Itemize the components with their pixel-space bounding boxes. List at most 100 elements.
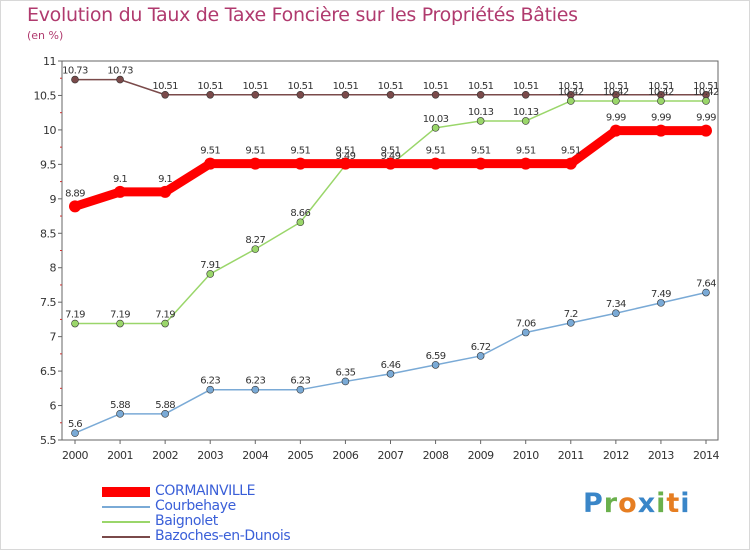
legend-item-bazoches[interactable]: Bazoches-en-Dunois <box>102 529 362 544</box>
legend-swatch-cormainville <box>102 486 150 497</box>
legend-item-cormainville[interactable]: CORMAINVILLE <box>102 484 362 499</box>
data-point-courbehaye <box>657 299 665 307</box>
data-label-baignolet: 7.19 <box>110 310 130 321</box>
x-tick-label: 2000 <box>62 449 88 462</box>
data-point-baignolet <box>431 124 440 132</box>
data-label-courbehaye: 7.2 <box>564 309 578 320</box>
x-tick-label: 2012 <box>603 449 629 462</box>
data-label-cormainville: 9.51 <box>200 146 220 157</box>
legend-item-baignolet[interactable]: Baignolet <box>102 514 362 529</box>
legend-label-cormainville: CORMAINVILLE <box>155 483 256 499</box>
data-point-courbehaye <box>71 429 79 437</box>
x-tick-label: 2009 <box>468 449 494 462</box>
data-labels: 10.73 10.73 10.51 10.51 10.51 10.51 10.51 10.51… <box>62 66 719 431</box>
data-point-courbehaye <box>341 377 350 386</box>
data-label-bazoches: 10.73 <box>62 66 88 77</box>
data-label-baignolet: 7.91 <box>200 260 220 271</box>
data-label-baignolet: 10.42 <box>648 87 674 98</box>
data-point-bazoches <box>341 90 350 99</box>
data-label-courbehaye: 7.06 <box>516 319 536 330</box>
legend-item-courbehaye[interactable]: Courbehaye <box>102 499 362 514</box>
data-label-bazoches: 10.51 <box>378 81 404 92</box>
logo-letter: r <box>603 488 619 519</box>
data-point-bazoches <box>251 90 260 99</box>
x-tick-label: 2008 <box>423 449 449 462</box>
data-point-cormainville <box>519 157 532 170</box>
data-point-bazoches <box>206 90 215 99</box>
proxiti-logo: Proxiti <box>583 488 691 519</box>
data-point-courbehaye <box>566 319 575 327</box>
logo-letter: o <box>618 488 638 519</box>
data-point-cormainville <box>654 124 667 137</box>
data-label-baignolet: 8.66 <box>290 208 310 219</box>
data-point-courbehaye <box>702 288 710 297</box>
data-point-courbehaye <box>431 361 440 369</box>
data-point-cormainville <box>700 124 712 137</box>
data-label-cormainville: 9.51 <box>561 146 581 157</box>
data-point-courbehaye <box>386 370 395 378</box>
data-label-cormainville: 9.1 <box>113 174 127 185</box>
legend-swatch-courbehaye <box>102 505 150 508</box>
data-label-bazoches: 10.51 <box>513 81 539 92</box>
data-label-bazoches: 10.51 <box>468 81 494 92</box>
data-label-cormainville: 9.51 <box>245 146 265 157</box>
y-tick-label: 5.5 <box>40 434 56 447</box>
data-label-bazoches: 10.51 <box>288 81 314 92</box>
data-label-bazoches: 10.51 <box>558 81 584 92</box>
x-tick-label: 2003 <box>197 449 223 462</box>
chart-unit-label: (en %) <box>27 29 64 42</box>
x-tick-label: 2005 <box>287 449 313 462</box>
data-label-baignolet: 9.49 <box>335 151 355 162</box>
y-tick-label: 8 <box>50 262 57 275</box>
data-label-baignolet: 7.19 <box>65 310 85 321</box>
data-label-cormainville: 9.51 <box>290 146 310 157</box>
data-point-cormainville <box>249 157 262 170</box>
data-label-cormainville: 9.1 <box>158 174 172 185</box>
data-point-courbehaye <box>116 410 124 418</box>
data-label-bazoches: 10.51 <box>242 81 268 92</box>
data-label-baignolet: 10.03 <box>423 114 449 125</box>
data-label-bazoches: 10.51 <box>693 81 719 92</box>
data-point-bazoches <box>116 75 124 84</box>
data-label-baignolet: 7.19 <box>155 310 175 321</box>
data-label-baignolet: 10.13 <box>513 107 539 118</box>
data-label-courbehaye: 5.6 <box>68 419 82 430</box>
data-label-courbehaye: 6.59 <box>426 351 446 362</box>
data-point-bazoches <box>476 90 485 99</box>
data-label-baignolet: 8.27 <box>245 235 265 246</box>
y-tick-label: 11 <box>43 55 56 68</box>
logo-letter: i <box>656 488 667 519</box>
x-tick-label: 2014 <box>693 449 719 462</box>
logo-letter: t <box>666 488 681 519</box>
data-point-bazoches <box>71 75 79 84</box>
y-tick-label: 9 <box>50 193 57 206</box>
y-tick-label: 9.5 <box>40 158 56 171</box>
data-point-cormainville <box>114 185 127 198</box>
data-label-cormainville: 9.99 <box>651 113 671 124</box>
data-point-baignolet <box>657 97 665 105</box>
data-label-bazoches: 10.51 <box>603 81 629 92</box>
chart-title: Evolution du Taux de Taxe Foncière sur l… <box>27 4 578 26</box>
x-tick-label: 2006 <box>332 449 358 462</box>
logo-letter: x <box>637 488 657 519</box>
data-label-cormainville: 8.89 <box>65 188 85 199</box>
data-point-courbehaye <box>251 385 260 394</box>
data-point-baignolet <box>161 319 169 328</box>
data-point-bazoches <box>431 90 440 99</box>
data-label-bazoches: 10.51 <box>423 81 449 92</box>
data-point-bazoches <box>296 90 305 99</box>
data-point-baignolet <box>206 270 215 278</box>
x-tick-label: 2010 <box>513 449 539 462</box>
y-tick-label: 7.5 <box>40 296 56 309</box>
data-point-cormainville <box>564 157 577 170</box>
data-label-courbehaye: 6.23 <box>245 376 265 387</box>
x-tick-label: 2001 <box>107 449 133 462</box>
data-point-cormainville <box>339 157 352 170</box>
data-label-cormainville: 9.51 <box>471 146 491 157</box>
logo-letter: P <box>583 488 604 519</box>
logo-letter: i <box>680 488 691 519</box>
x-tick-label: 2007 <box>378 449 404 462</box>
data-point-baignolet <box>116 319 124 328</box>
data-point-bazoches <box>521 90 530 99</box>
